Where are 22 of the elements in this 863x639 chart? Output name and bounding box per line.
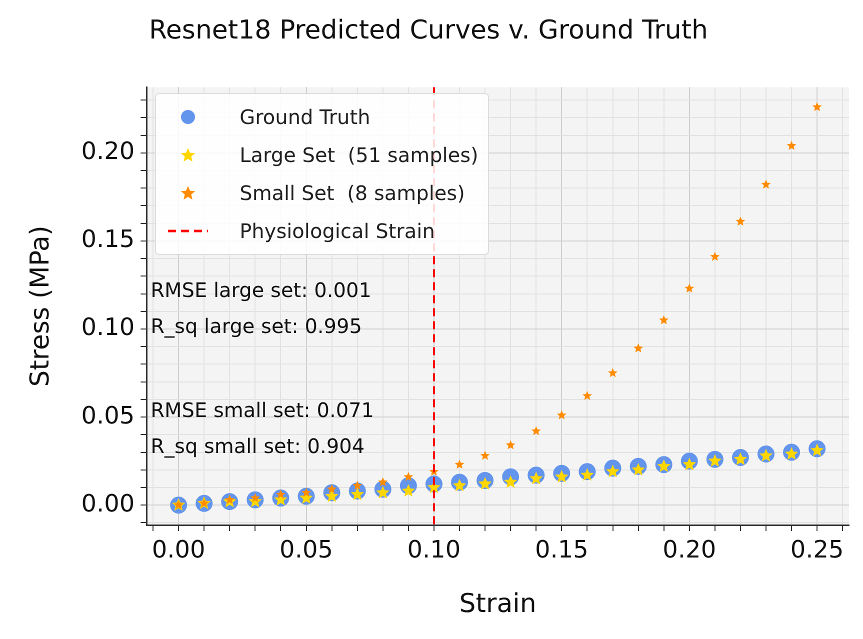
y-tick-label: 0.10 <box>81 313 135 342</box>
x-tick-label: 0.00 <box>152 536 206 564</box>
legend-label: Ground Truth <box>240 105 370 130</box>
annotation: R_sq large set: 0.995 <box>150 314 362 338</box>
x-tick-label: 0.10 <box>407 536 461 564</box>
y-tick-label: 0.05 <box>81 401 135 430</box>
y-tick-label: 0.20 <box>81 137 135 166</box>
y-tick-label: 0.15 <box>81 225 135 254</box>
chart-title: Resnet18 Predicted Curves v. Ground Truth <box>149 15 708 46</box>
x-axis-title: Strain <box>459 589 536 620</box>
legend-label: Small Set (8 samples) <box>240 181 465 206</box>
y-axis-title: Stress (MPa) <box>25 225 56 387</box>
x-tick-label: 0.05 <box>280 536 333 564</box>
annotation: R_sq small set: 0.904 <box>150 434 365 458</box>
legend-label: Large Set (51 samples) <box>240 143 478 168</box>
annotation: RMSE large set: 0.001 <box>150 278 372 302</box>
x-tick-label: 0.20 <box>662 536 716 564</box>
annotation: RMSE small set: 0.071 <box>150 398 374 422</box>
ref-line-label: Physiological Strain <box>240 219 435 244</box>
x-tick-label: 0.25 <box>790 536 844 564</box>
x-tick-label: 0.15 <box>534 536 588 564</box>
y-tick-label: 0.00 <box>81 489 135 518</box>
